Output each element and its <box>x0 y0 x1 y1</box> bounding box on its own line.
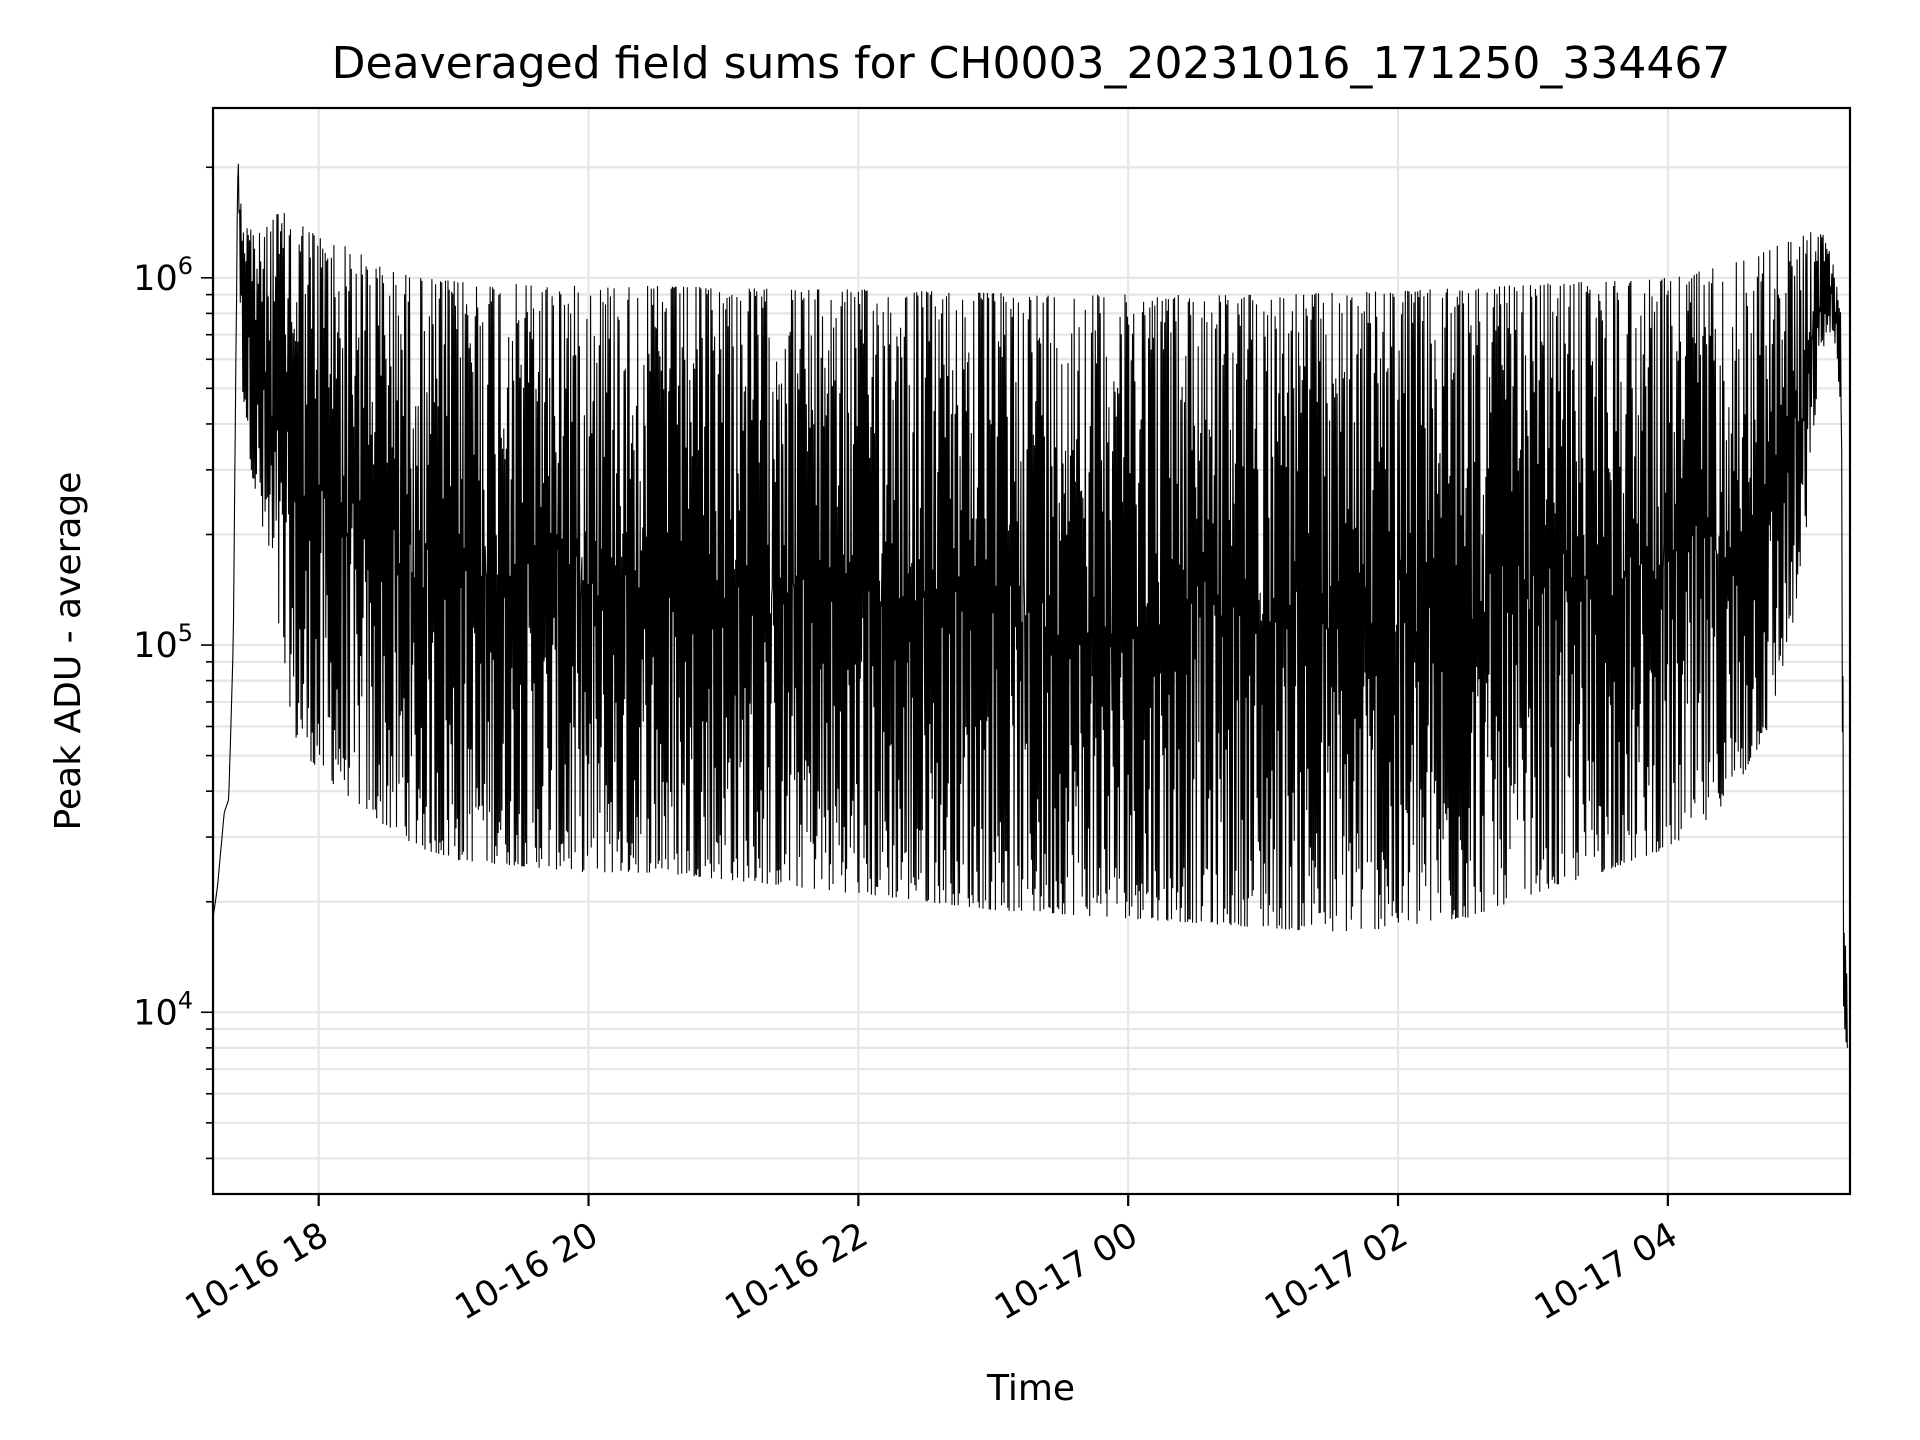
y-tick-base: 10 <box>133 626 178 666</box>
x-axis-label: Time <box>986 1368 1075 1409</box>
y-tick-label: 105 <box>133 619 193 666</box>
y-tick-exponent: 6 <box>178 252 193 280</box>
plot-frame <box>211 106 1852 1196</box>
chart-title: Deaveraged field sums for CH0003_2023101… <box>332 38 1731 89</box>
y-tick-exponent: 5 <box>178 619 193 647</box>
y-axis-label: Peak ADU - average <box>48 472 89 831</box>
y-tick-label: 106 <box>133 252 193 299</box>
y-tick-base: 10 <box>133 259 178 299</box>
y-tick-label: 104 <box>133 986 193 1033</box>
y-tick-exponent: 4 <box>178 986 193 1014</box>
y-tick-base: 10 <box>133 993 178 1033</box>
series-line <box>212 163 1849 1049</box>
series-layer <box>212 163 1849 1049</box>
